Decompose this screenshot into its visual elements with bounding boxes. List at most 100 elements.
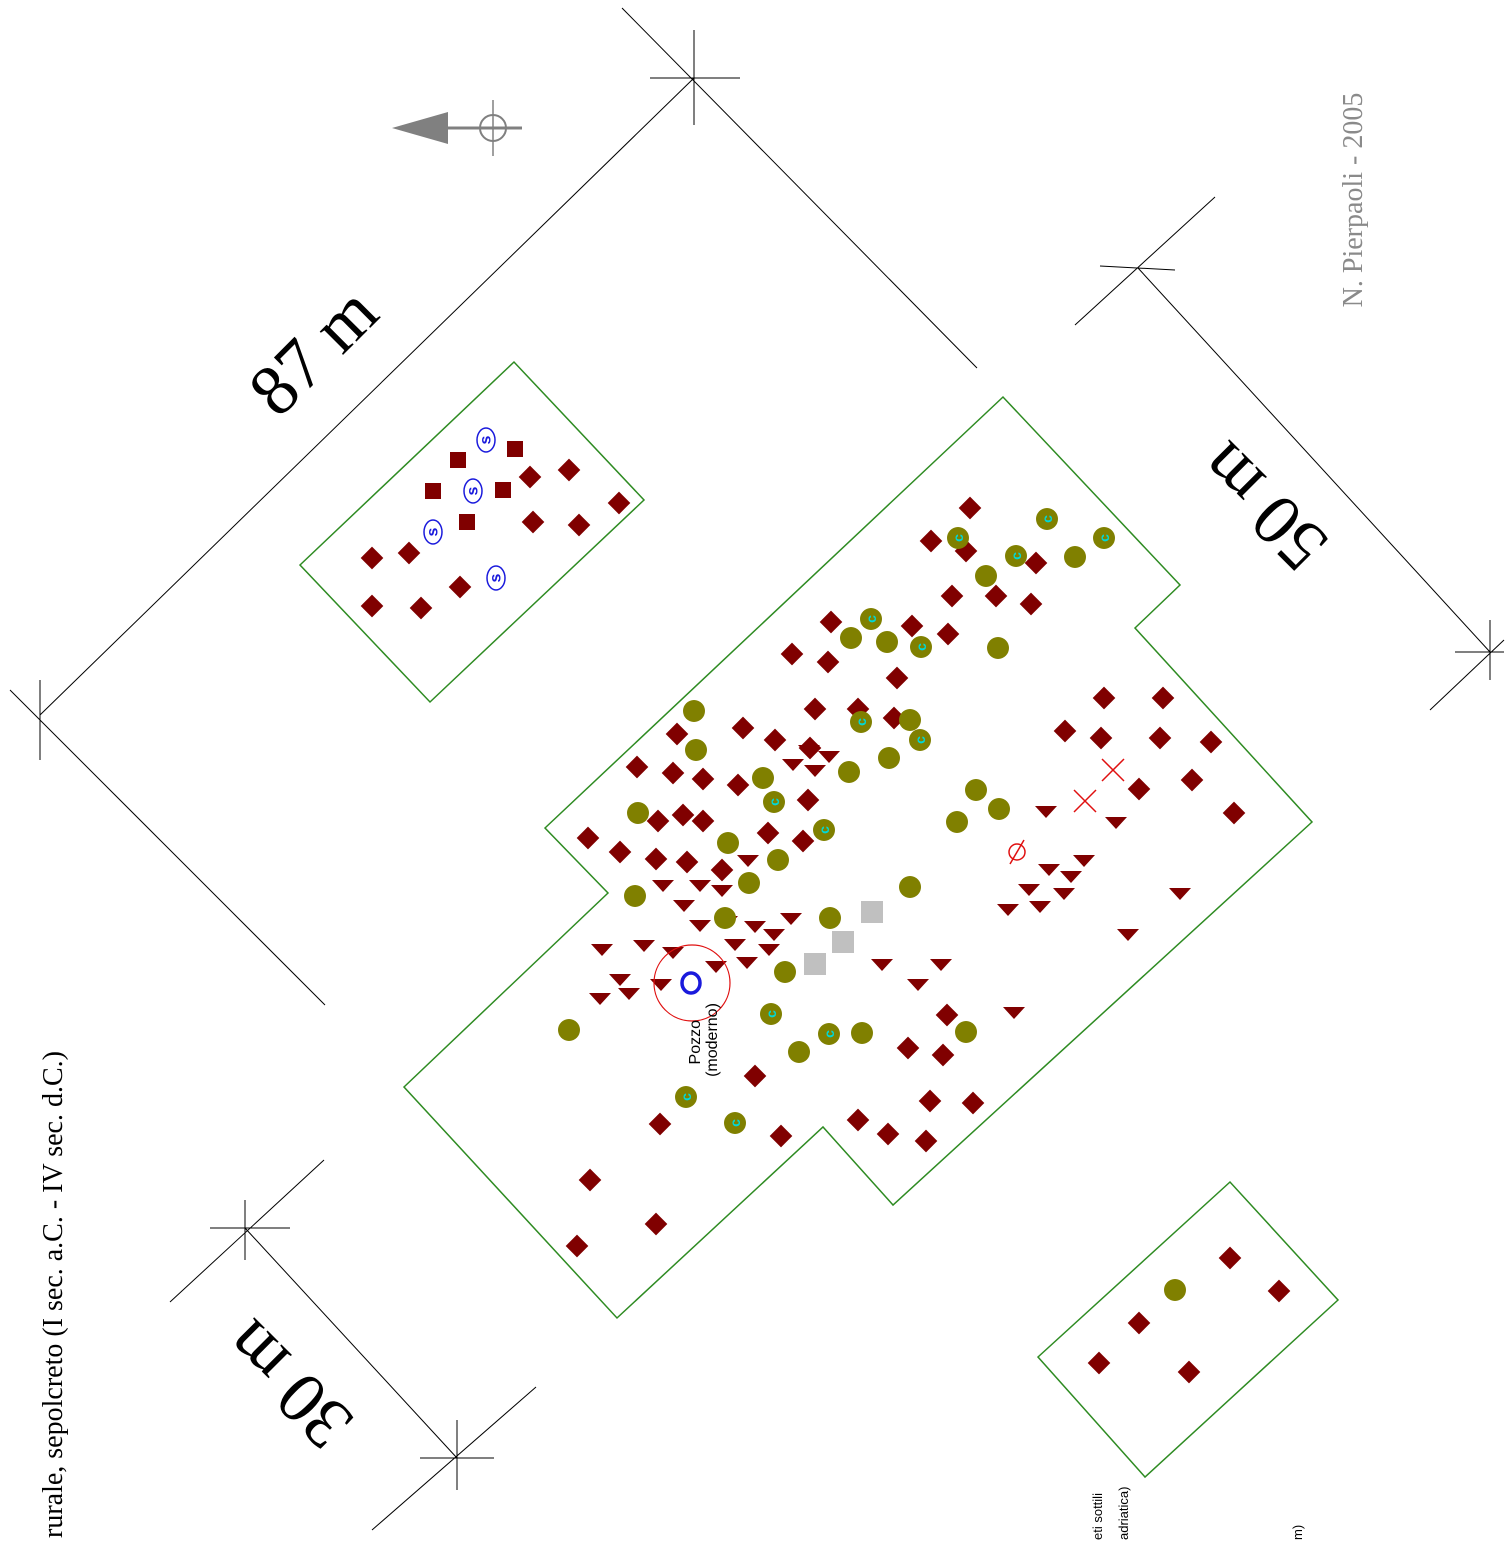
coin-marker-letter: c <box>853 718 869 726</box>
artifact-circle <box>624 885 646 907</box>
artifact-circle <box>1164 1279 1186 1301</box>
artifact-triangle <box>758 944 780 956</box>
coin-marker-letter: c <box>678 1093 694 1101</box>
artifact-diamond <box>644 847 668 871</box>
boundary-main-area <box>402 395 1314 1320</box>
artifact-circle <box>878 747 900 769</box>
artifact-diamond <box>1019 592 1043 616</box>
artifact-diamond <box>646 809 670 833</box>
coin-marker-letter: c <box>950 534 966 542</box>
artifact-triangle <box>618 988 640 1000</box>
artifact-diamond <box>665 722 689 746</box>
artifact-circle <box>955 1021 977 1043</box>
site-boundaries <box>298 360 1340 1479</box>
dimension-lines <box>9 7 1505 1531</box>
svg-text:rurale, sepolcreto (I sec. a.C: rurale, sepolcreto (I sec. a.C. - IV sec… <box>38 1051 69 1538</box>
artifact-diamond <box>1151 686 1175 710</box>
artifact-diamond <box>409 596 433 620</box>
sepulchre-marker <box>423 519 443 545</box>
coin-marker-letter: c <box>1096 534 1112 542</box>
sepulchre-marker-letter: s <box>465 486 482 495</box>
author-credit: N. Pierpaoli - 2005 <box>1338 93 1369 308</box>
coin-marker-letter: c <box>816 826 832 834</box>
legend-fragment-3: m) <box>1290 1525 1305 1540</box>
artifact-circle <box>987 637 1009 659</box>
artifact-diamond <box>691 809 715 833</box>
artifact-diamond <box>803 697 827 721</box>
artifact-diamond <box>360 546 384 570</box>
artifact-diamond <box>691 767 715 791</box>
artifact-circle <box>627 802 649 824</box>
artifact-triangle <box>711 885 733 897</box>
artifact-diamond <box>819 610 843 634</box>
artifact-triangle <box>689 920 711 932</box>
north-arrow-icon <box>392 100 522 156</box>
artifact-circle <box>752 767 774 789</box>
artifact-triangle <box>609 974 631 986</box>
coin-marker-letter: c <box>1039 515 1055 523</box>
legend-fragment-2: adriatica) <box>1116 1487 1131 1540</box>
artifact-diamond <box>1089 726 1113 750</box>
artifact-circle <box>558 1019 580 1041</box>
artifact-triangle <box>650 979 672 991</box>
artifact-gray-square <box>861 901 883 923</box>
artifact-diamond <box>578 1168 602 1192</box>
artifact-circle <box>988 798 1010 820</box>
artifact-diamond <box>763 728 787 752</box>
coin-marker-letter: c <box>1008 552 1024 560</box>
artifact-diamond <box>791 829 815 853</box>
svg-text:30 m: 30 m <box>208 1305 368 1465</box>
artifact-triangle <box>907 979 929 991</box>
coin-marker-letter: c <box>727 1119 743 1127</box>
artifact-diamond <box>625 755 649 779</box>
artifact-diamond <box>518 465 542 489</box>
artifact-circle <box>714 907 736 929</box>
artifact-triangle <box>662 947 684 959</box>
artifact-diamond <box>936 622 960 646</box>
artifact-diamond <box>1222 801 1246 825</box>
artifact-circle <box>946 811 968 833</box>
artifact-square <box>450 452 466 468</box>
artifact-diamond <box>940 584 964 608</box>
artifact-triangle <box>1029 901 1051 913</box>
markers: c c c c c c c c c c c c c c s s s s <box>360 427 1291 1384</box>
artifact-triangle <box>591 944 613 956</box>
svg-text:Pozzo (moderno): Pozzo (moderno) <box>687 1003 721 1077</box>
artifact-diamond <box>1127 1311 1151 1335</box>
artifact-diamond <box>918 1089 942 1113</box>
artifact-circle <box>788 1041 810 1063</box>
sepulchre-marker-letter: s <box>488 573 505 582</box>
artifact-circle <box>899 709 921 731</box>
artifact-diamond <box>846 1108 870 1132</box>
artifact-diamond <box>648 1112 672 1136</box>
artifact-circle <box>683 700 705 722</box>
artifact-triangle <box>997 904 1019 916</box>
artifact-triangle <box>780 913 802 925</box>
red-symbols <box>1008 758 1125 865</box>
boundary-south-area <box>1036 1180 1340 1479</box>
artifact-square <box>507 441 523 457</box>
artifact-diamond <box>397 541 421 565</box>
artifact-diamond <box>731 716 755 740</box>
artifact-triangle <box>1169 888 1191 900</box>
sepulchre-marker <box>486 565 506 591</box>
coin-marker-letter: c <box>913 643 929 651</box>
cross-icon <box>1101 758 1125 782</box>
artifact-diamond <box>914 1129 938 1153</box>
artifact-diamond <box>896 1036 920 1060</box>
slashed-circle-icon <box>1008 839 1026 865</box>
dimension-label-50m: 50 m <box>1183 427 1343 587</box>
artifact-diamond <box>1267 1279 1291 1303</box>
artifact-triangle <box>1018 884 1040 896</box>
artifact-diamond <box>919 529 943 553</box>
cross-icon <box>1073 789 1097 813</box>
well-label-line2: (moderno) <box>704 1003 721 1077</box>
artifact-triangle <box>930 959 952 971</box>
artifact-triangle <box>1053 888 1075 900</box>
artifact-triangle <box>871 959 893 971</box>
artifact-diamond <box>1053 719 1077 743</box>
sepulchre-marker-letter: s <box>425 527 442 536</box>
artifact-triangle <box>689 880 711 892</box>
artifact-triangle <box>1060 871 1082 883</box>
coin-marker-letter: c <box>821 1030 837 1038</box>
